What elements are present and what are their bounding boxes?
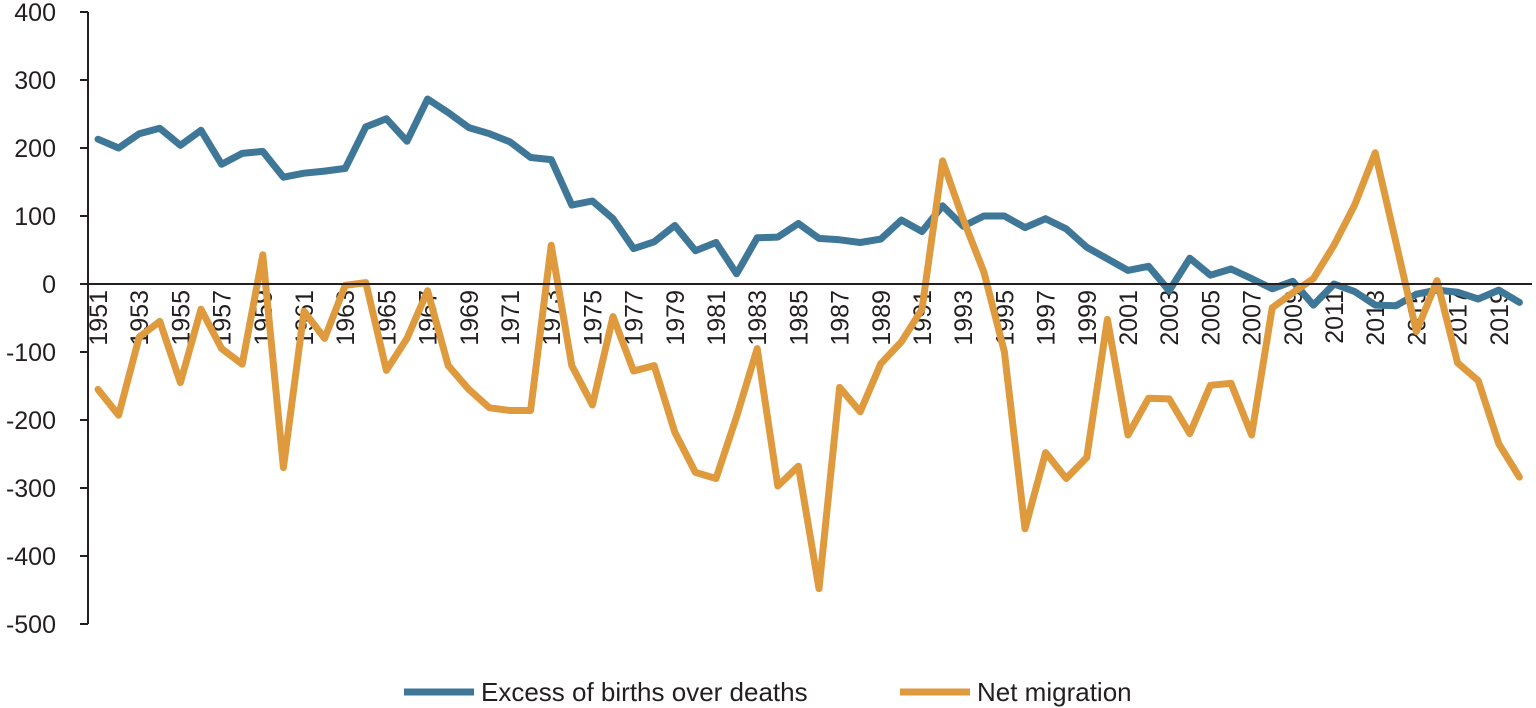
x-tick-label: 1987 [827,290,855,346]
x-tick-label: 1999 [1074,290,1102,346]
x-tick-label: 2001 [1115,290,1143,346]
y-tick-label: -300 [6,475,56,503]
y-tick-label: -100 [6,339,56,367]
legend: Excess of births over deaths Net migrati… [404,677,1132,707]
legend-item-1: Net migration [900,677,1132,707]
y-tick-label: 300 [14,67,56,95]
x-tick-label: 1977 [621,290,649,346]
x-tick-label: 1989 [868,290,896,346]
y-tick-label: -200 [6,407,56,435]
y-tick-label: -500 [6,611,56,639]
x-tick-label: 1975 [579,290,607,346]
series-lines [94,95,1523,593]
x-tick-label: 1997 [1033,290,1061,346]
x-tick-label: 1971 [497,290,525,346]
y-axis: 400 300 200 100 0 -100 -200 -300 -400 -500 [6,0,89,639]
x-tick-label: 2003 [1156,290,1184,346]
x-tick-label: 2007 [1239,290,1267,346]
x-tick-label: 1985 [785,290,813,346]
y-tick-label: 0 [42,271,56,299]
series-line-0 [94,95,1523,310]
legend-label: Excess of births over deaths [481,677,808,707]
x-tick-label: 1969 [456,290,484,346]
x-tick-label: 1993 [950,290,978,346]
series-line-1 [94,149,1523,593]
y-tick-label: 200 [14,135,56,163]
x-tick-label: 2011 [1321,290,1349,344]
x-tick-label: 1979 [662,290,690,346]
y-tick-label: 100 [14,203,56,231]
legend-label: Net migration [977,677,1132,707]
y-tick-label: 400 [14,0,56,27]
x-tick-label: 2005 [1197,290,1225,346]
x-tick-label: 1951 [85,290,113,346]
x-tick-label: 1983 [744,290,772,346]
legend-item-0: Excess of births over deaths [404,677,808,707]
x-tick-label: 1963 [332,290,360,346]
y-tick-label: -400 [6,543,56,571]
x-tick-label: 1981 [703,290,731,346]
